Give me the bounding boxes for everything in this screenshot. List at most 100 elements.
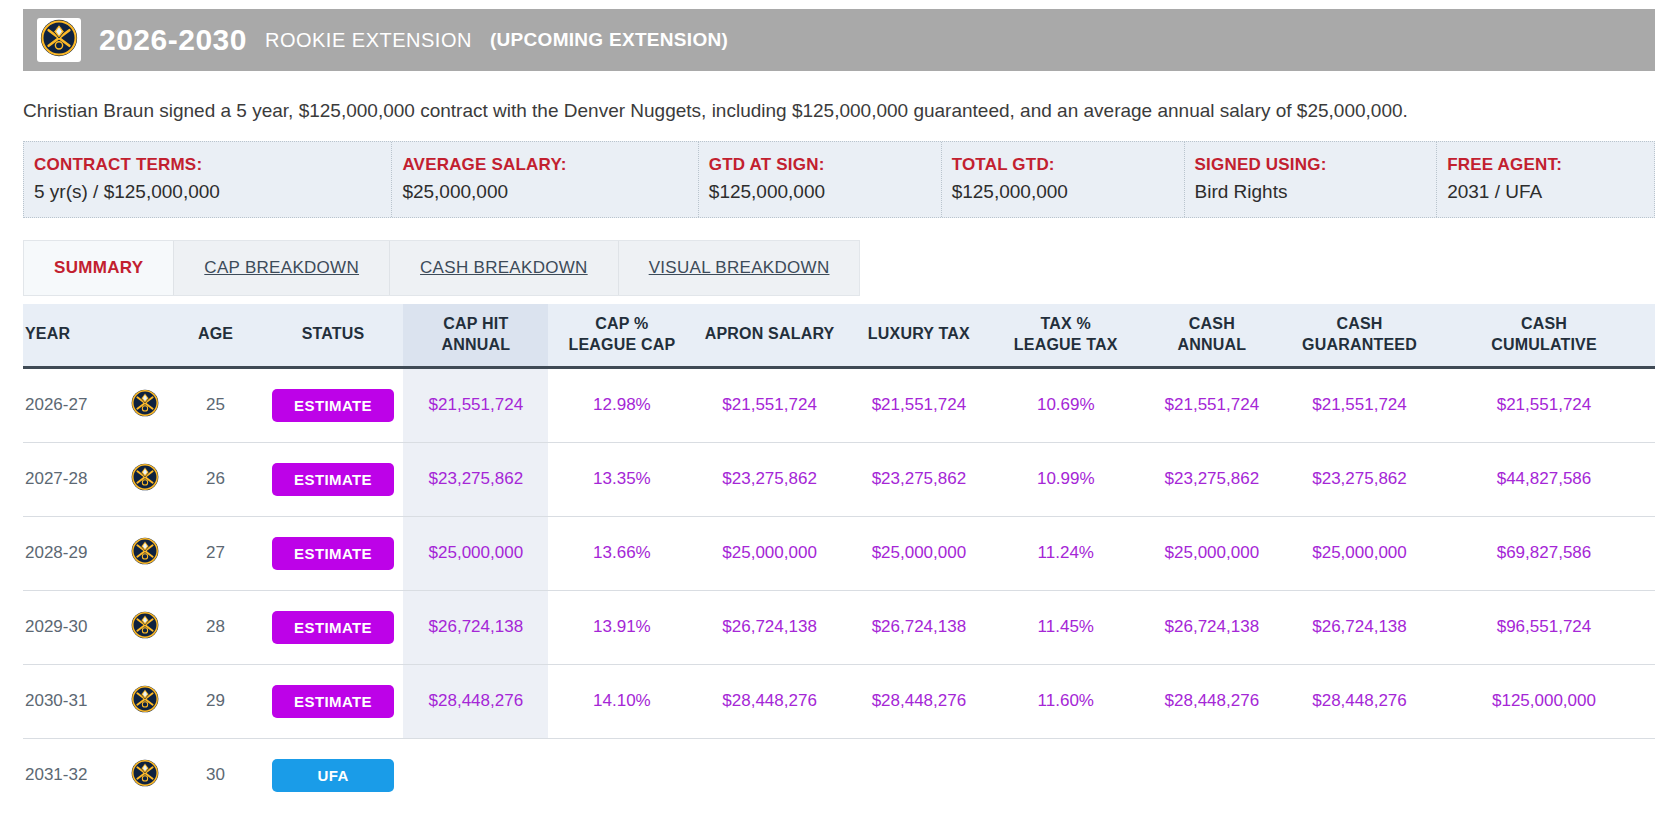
cap-hit-cell: $23,275,862 (403, 442, 548, 516)
status-cell: ESTIMATE (263, 516, 403, 590)
luxury-cell: $23,275,862 (844, 442, 994, 516)
cash-cum-cell: $21,551,724 (1433, 367, 1655, 442)
cash-annual-cell: $21,551,724 (1138, 367, 1287, 442)
tax-pct-cell: 10.99% (994, 442, 1138, 516)
contract-header-bar: 2026-2030 ROOKIE EXTENSION (UPCOMING EXT… (23, 9, 1655, 71)
column-header-year: YEAR (23, 304, 123, 367)
term-label: FREE AGENT: (1447, 155, 1646, 175)
contract-term-gtd-at-sign: GTD AT SIGN:$125,000,000 (699, 142, 942, 217)
age-cell: 25 (168, 367, 263, 442)
cap-pct-cell: 13.91% (548, 590, 695, 664)
cap-hit-cell: $26,724,138 (403, 590, 548, 664)
nuggets-logo-icon (123, 367, 169, 442)
column-header-cap-hit-annual: CAP HITANNUAL (403, 304, 548, 367)
year-cell: 2028-29 (23, 516, 123, 590)
term-label: SIGNED USING: (1195, 155, 1429, 175)
breakdown-tabs: SUMMARYCAP BREAKDOWNCASH BREAKDOWNVISUAL… (23, 240, 860, 296)
nuggets-logo-icon (40, 19, 78, 61)
contract-type-label: ROOKIE EXTENSION (265, 29, 472, 52)
cap-pct-cell: 13.66% (548, 516, 695, 590)
column-header-cash-annual: CASHANNUAL (1138, 304, 1287, 367)
tax-pct-cell (994, 738, 1138, 812)
term-label: AVERAGE SALARY: (402, 155, 689, 175)
team-logo (37, 18, 81, 62)
cash-annual-cell: $28,448,276 (1138, 664, 1287, 738)
contract-summary-table: YEAR AGESTATUSCAP HITANNUALCAP %LEAGUE CA… (23, 304, 1655, 812)
apron-cell: $26,724,138 (695, 590, 844, 664)
tab-visual-breakdown[interactable]: VISUAL BREAKDOWN (619, 241, 860, 295)
cash-annual-cell (1138, 738, 1287, 812)
nuggets-logo-icon (123, 516, 169, 590)
luxury-cell: $26,724,138 (844, 590, 994, 664)
table-row-2030-31: 2030-3129ESTIMATE$28,448,27614.10%$28,44… (23, 664, 1655, 738)
apron-cell: $28,448,276 (695, 664, 844, 738)
status-badge-estimate: ESTIMATE (272, 537, 394, 570)
term-label: CONTRACT TERMS: (34, 155, 383, 175)
cap-pct-cell (548, 738, 695, 812)
contract-year-range: 2026-2030 (99, 23, 247, 57)
status-cell: ESTIMATE (263, 590, 403, 664)
column-header-cap-league-cap: CAP %LEAGUE CAP (548, 304, 695, 367)
tab-summary[interactable]: SUMMARY (24, 241, 174, 295)
cap-hit-cell: $28,448,276 (403, 664, 548, 738)
cap-pct-cell: 12.98% (548, 367, 695, 442)
nuggets-logo-icon (123, 664, 169, 738)
column-header-cash-cumulative: CASHCUMULATIVE (1433, 304, 1655, 367)
term-value: 5 yr(s) / $125,000,000 (34, 181, 383, 203)
tab-cap-breakdown[interactable]: CAP BREAKDOWN (174, 241, 390, 295)
cash-cum-cell: $69,827,586 (1433, 516, 1655, 590)
contract-term-signed-using: SIGNED USING: Bird Rights (1185, 142, 1438, 217)
cash-cum-cell: $44,827,586 (1433, 442, 1655, 516)
table-row-2026-27: 2026-2725ESTIMATE$21,551,72412.98%$21,55… (23, 367, 1655, 442)
luxury-cell: $25,000,000 (844, 516, 994, 590)
age-cell: 29 (168, 664, 263, 738)
contract-terms-strip: CONTRACT TERMS: 5 yr(s) / $125,000,000 AVE… (23, 141, 1655, 218)
table-header-row: YEAR AGESTATUSCAP HITANNUALCAP %LEAGUE CA… (23, 304, 1655, 367)
status-badge-estimate: ESTIMATE (272, 389, 394, 422)
term-label: GTD AT SIGN: (709, 155, 933, 175)
status-cell: UFA (263, 738, 403, 812)
term-value: $125,000,000 (952, 181, 1176, 203)
cash-annual-cell: $23,275,862 (1138, 442, 1287, 516)
contract-summary-sentence: Christian Braun signed a 5 year, $125,00… (23, 100, 1655, 122)
year-cell: 2029-30 (23, 590, 123, 664)
term-value: Bird Rights (1195, 181, 1429, 203)
cash-annual-cell: $25,000,000 (1138, 516, 1287, 590)
table-row-2029-30: 2029-3028ESTIMATE$26,724,13813.91%$26,72… (23, 590, 1655, 664)
column-header-cash-guaranteed: CASHGUARANTEED (1286, 304, 1433, 367)
luxury-cell (844, 738, 994, 812)
age-cell: 30 (168, 738, 263, 812)
cash-gtd-cell: $25,000,000 (1286, 516, 1433, 590)
column-header-status: STATUS (263, 304, 403, 367)
table-row-2031-32: 2031-3230UFA (23, 738, 1655, 812)
cap-pct-cell: 14.10% (548, 664, 695, 738)
age-cell: 28 (168, 590, 263, 664)
cash-gtd-cell: $28,448,276 (1286, 664, 1433, 738)
cash-annual-cell: $26,724,138 (1138, 590, 1287, 664)
contract-term-total-gtd: TOTAL GTD: $125,000,000 (942, 142, 1185, 217)
status-badge-estimate: ESTIMATE (272, 611, 394, 644)
table-row-2028-29: 2028-2927ESTIMATE$25,000,00013.66%$25,00… (23, 516, 1655, 590)
cash-cum-cell: $96,551,724 (1433, 590, 1655, 664)
upcoming-extension-note: (UPCOMING EXTENSION) (490, 29, 728, 51)
luxury-cell: $21,551,724 (844, 367, 994, 442)
term-value: 2031 / UFA (1447, 181, 1646, 203)
cash-gtd-cell: $26,724,138 (1286, 590, 1433, 664)
status-cell: ESTIMATE (263, 367, 403, 442)
year-cell: 2027-28 (23, 442, 123, 516)
age-cell: 26 (168, 442, 263, 516)
contract-term-contract-terms: CONTRACT TERMS: 5 yr(s) / $125,000,000 (24, 142, 392, 217)
contract-term-average-salary: AVERAGE SALARY:$25,000,000 (392, 142, 698, 217)
tab-cash-breakdown[interactable]: CASH BREAKDOWN (390, 241, 619, 295)
status-badge-estimate: ESTIMATE (272, 463, 394, 496)
cap-hit-cell: $25,000,000 (403, 516, 548, 590)
column-header-apron-salary: APRON SALARY (695, 304, 844, 367)
column-header-team-logo (123, 304, 169, 367)
term-label: TOTAL GTD: (952, 155, 1176, 175)
year-cell: 2030-31 (23, 664, 123, 738)
tax-pct-cell: 11.24% (994, 516, 1138, 590)
column-header-age: AGE (168, 304, 263, 367)
cap-hit-cell: $21,551,724 (403, 367, 548, 442)
tax-pct-cell: 10.69% (994, 367, 1138, 442)
cap-pct-cell: 13.35% (548, 442, 695, 516)
